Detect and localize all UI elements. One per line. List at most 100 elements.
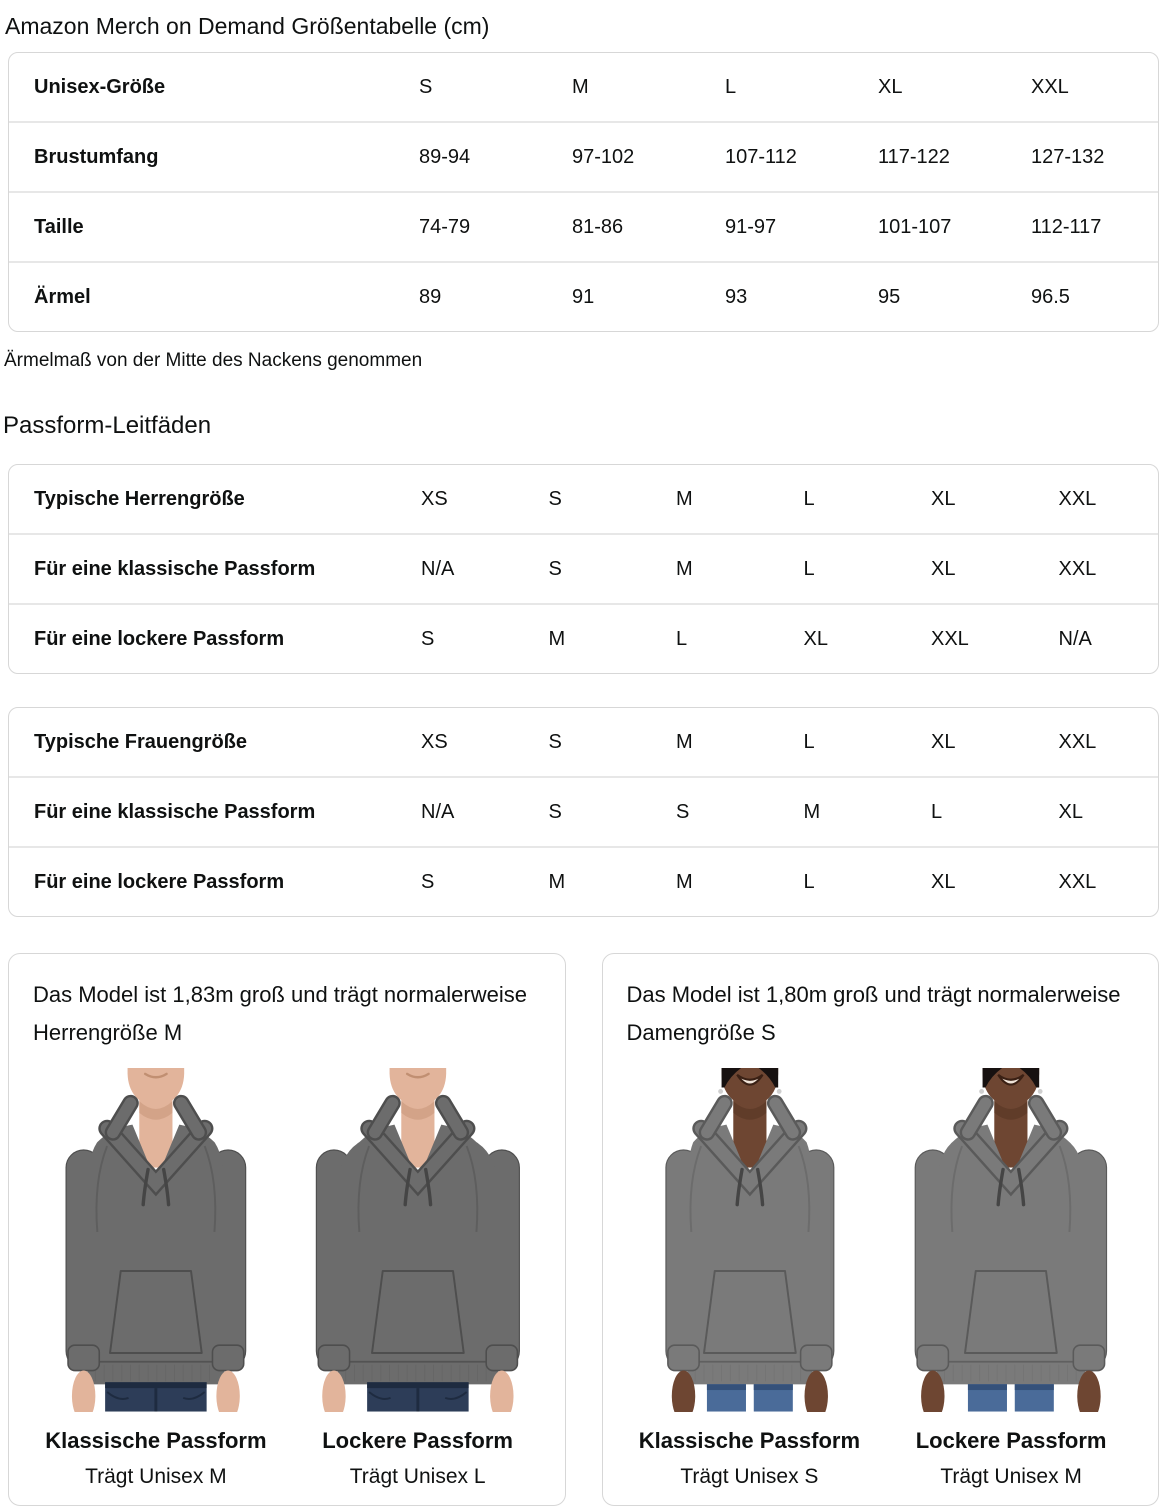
cell-value: M	[676, 730, 693, 753]
fit-guides-title: Passform-Leitfäden	[3, 412, 212, 439]
table-row: Typische Herrengröße XS S M L XL XXL	[9, 465, 1158, 533]
cell-value: 91-97	[725, 215, 777, 238]
cell-value: XXL	[1058, 870, 1097, 893]
table-row: Typische Frauengröße XS S M L XL XXL	[9, 708, 1158, 776]
cell-value: 81-86	[572, 215, 624, 238]
cell-value: M	[548, 870, 566, 893]
page-title: Amazon Merch on Demand Größentabelle (cm…	[5, 13, 490, 39]
hoodie-model-photo	[623, 1068, 877, 1412]
model-card-female: Das Model ist 1,80m groß und trägt norma…	[601, 953, 1159, 1506]
fit-label: Klassische Passform	[45, 1427, 267, 1453]
cell-value: S	[548, 557, 562, 580]
cell-value: M	[548, 627, 566, 650]
cell-value: S	[548, 800, 562, 823]
figure-row: Klassische Passform Trägt Unisex M Locke…	[29, 1068, 545, 1489]
cell-value: XL	[931, 487, 956, 510]
womens-fit-table: Typische Frauengröße XS S M L XL XXL Für eine k…	[8, 707, 1159, 917]
cell-value: XL	[931, 730, 956, 753]
hoodie-model-photo	[291, 1068, 545, 1412]
cell-value: 74-79	[419, 215, 471, 238]
cell-value: N/A	[1058, 627, 1092, 650]
row-label: Für eine lockere Passform	[34, 870, 285, 893]
cell-value: L	[676, 627, 688, 650]
cell-value: L	[803, 557, 815, 580]
cell-value: XL	[1058, 800, 1083, 823]
cell-value: 127-132	[1031, 145, 1105, 168]
cell-value: XXL	[1031, 75, 1069, 98]
fit-label: Lockere Passform	[322, 1427, 513, 1453]
cell-value: XL	[931, 557, 956, 580]
cell-value: M	[572, 75, 589, 98]
row-label: Taille	[34, 215, 84, 238]
cell-value: L	[803, 870, 815, 893]
row-label: Brustumfang	[34, 145, 159, 168]
cell-value: M	[676, 487, 693, 510]
figure-row: Klassische Passform Trägt Unisex S Locke…	[623, 1068, 1139, 1489]
cell-value: 91	[572, 285, 595, 308]
model-description: Das Model ist 1,80m groß und trägt norma…	[626, 982, 1121, 1045]
cell-value: M	[676, 870, 693, 893]
row-label: Typische Frauengröße	[34, 730, 248, 753]
model-cards: Das Model ist 1,83m groß und trägt norma…	[8, 953, 1159, 1506]
model-card-male: Das Model ist 1,83m groß und trägt norma…	[8, 953, 566, 1506]
table-row: Für eine klassische Passform N/A S M L XL XXL	[9, 533, 1158, 603]
table-row: Für eine lockere Passform S M M L XL XXL	[9, 846, 1158, 916]
cell-value: 89-94	[419, 145, 471, 168]
cell-value: 96.5	[1031, 285, 1070, 308]
cell-value: S	[676, 800, 690, 823]
cell-value: XL	[878, 75, 903, 98]
figure-loose-fit: Lockere Passform Trägt Unisex L	[291, 1068, 545, 1489]
cell-value: S	[421, 870, 435, 893]
size-chart-page: Amazon Merch on Demand Größentabelle (cm…	[0, 12, 1167, 1506]
cell-value: N/A	[421, 557, 455, 580]
cell-value: S	[421, 627, 435, 650]
table-row: Für eine lockere Passform S M L XL XXL N/A	[9, 603, 1158, 673]
table-row: Unisex-Größe S M L XL XXL	[9, 53, 1158, 121]
sleeve-measurement-footnote: Ärmelmaß von der Mitte des Nackens genom…	[4, 350, 423, 371]
cell-value: L	[803, 730, 815, 753]
cell-value: XXL	[1058, 730, 1097, 753]
hoodie-model-photo	[884, 1068, 1138, 1412]
model-description: Das Model ist 1,83m groß und trägt norma…	[33, 982, 527, 1045]
fit-label: Lockere Passform	[915, 1427, 1107, 1453]
row-label: Typische Herrengröße	[34, 487, 245, 510]
row-label: Für eine klassische Passform	[34, 557, 316, 580]
cell-value: L	[725, 75, 737, 98]
cell-value: 112-117	[1031, 215, 1102, 238]
cell-value: 89	[419, 285, 442, 308]
cell-value: XXL	[931, 627, 969, 650]
cell-value: XS	[421, 730, 448, 753]
cell-value: XL	[931, 870, 956, 893]
size-worn-label: Trägt Unisex S	[680, 1464, 819, 1488]
cell-value: XL	[803, 627, 828, 650]
cell-value: 97-102	[572, 145, 635, 168]
size-worn-label: Trägt Unisex L	[349, 1464, 486, 1488]
cell-value: XS	[421, 487, 448, 510]
cell-value: 101-107	[878, 215, 952, 238]
cell-value: L	[931, 800, 943, 823]
table-row: Für eine klassische Passform N/A S S M L XL	[9, 776, 1158, 846]
row-label: Für eine klassische Passform	[34, 800, 316, 823]
figure-classic-fit: Klassische Passform Trägt Unisex M	[29, 1068, 283, 1489]
table-row: Brustumfang 89-94 97-102 107-112 117-122 127-…	[9, 121, 1158, 191]
row-label: Unisex-Größe	[34, 75, 166, 98]
cell-value: S	[419, 75, 433, 98]
cell-value: XXL	[1058, 487, 1097, 510]
cell-value: 107-112	[725, 145, 797, 168]
table-row: Taille 74-79 81-86 91-97 101-107 112-117	[9, 191, 1158, 261]
table-row: Ärmel 89 91 93 95 96.5	[9, 261, 1158, 331]
cell-value: 117-122	[878, 145, 950, 168]
cell-value: S	[548, 487, 562, 510]
hoodie-model-photo	[29, 1068, 283, 1412]
cell-value: 95	[878, 285, 901, 308]
cell-value: N/A	[421, 800, 455, 823]
cell-value: M	[676, 557, 693, 580]
size-worn-label: Trägt Unisex M	[940, 1464, 1082, 1488]
fit-label: Klassische Passform	[638, 1427, 861, 1453]
cell-value: M	[803, 800, 821, 823]
row-label: Ärmel	[34, 285, 91, 308]
figure-classic-fit: Klassische Passform Trägt Unisex S	[623, 1068, 877, 1489]
row-label: Für eine lockere Passform	[34, 627, 285, 650]
mens-fit-table: Typische Herrengröße XS S M L XL XXL Für eine k…	[8, 464, 1159, 674]
figure-loose-fit: Lockere Passform Trägt Unisex M	[884, 1068, 1138, 1489]
